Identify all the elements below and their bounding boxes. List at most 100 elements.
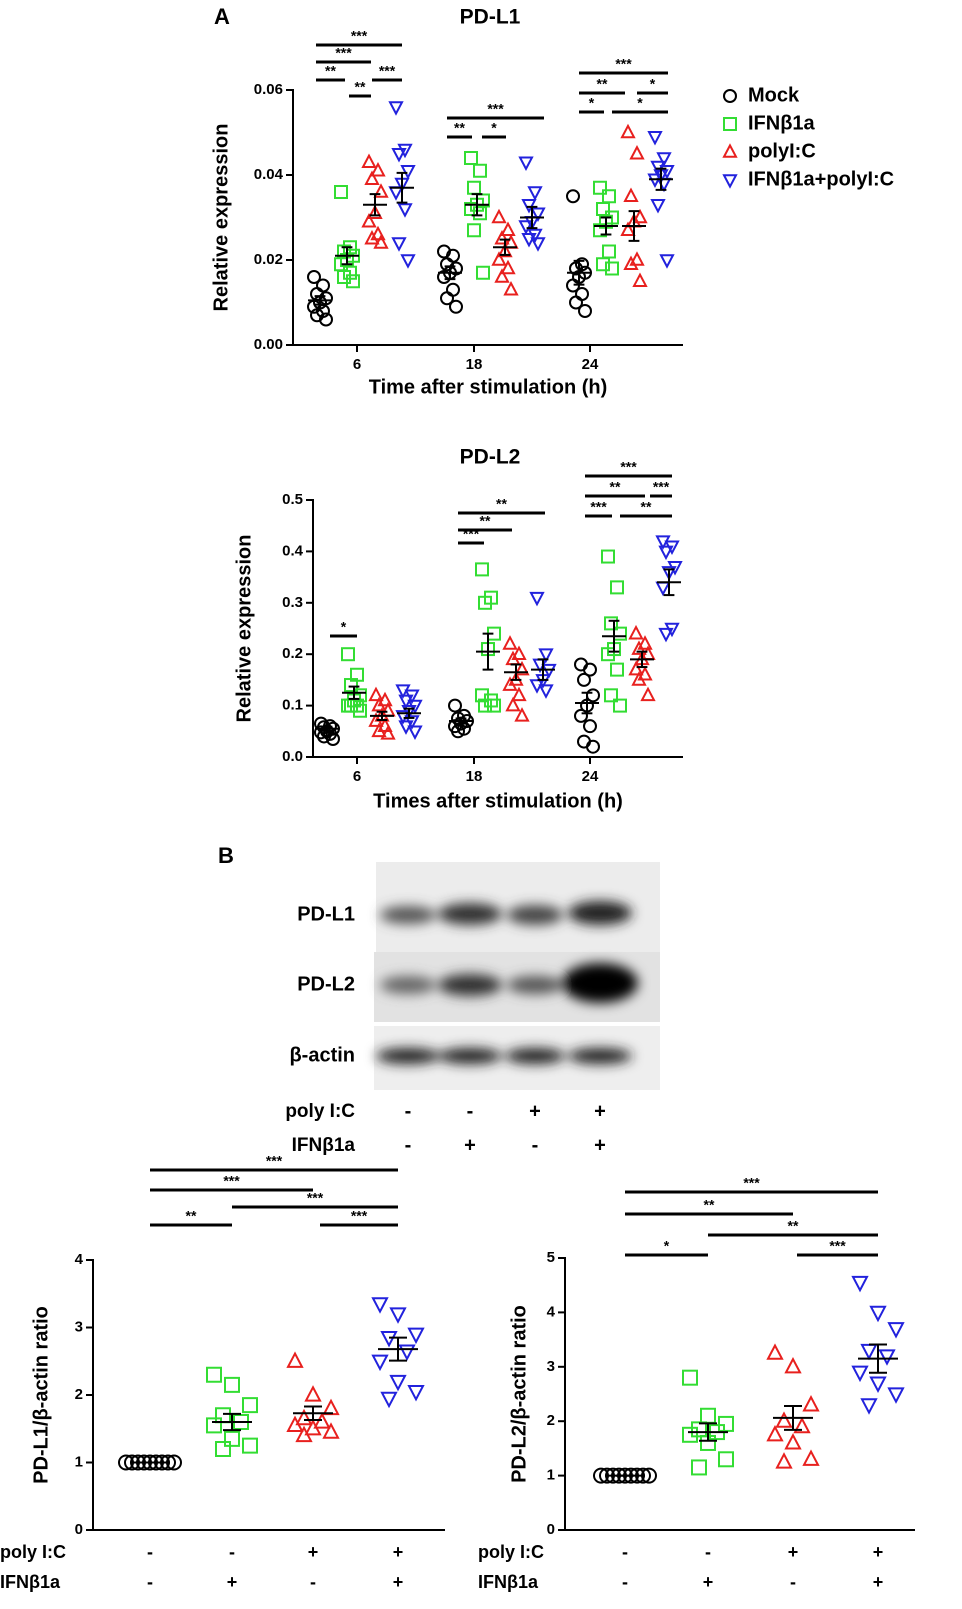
chart-title: PD-L1 (460, 6, 521, 29)
point (628, 624, 644, 640)
significance-label: ** (496, 496, 507, 512)
point (628, 660, 644, 676)
significance-label: *** (743, 1175, 760, 1191)
point (887, 1322, 905, 1339)
point (723, 89, 737, 103)
point (661, 566, 677, 581)
point (682, 1426, 698, 1443)
point (577, 734, 591, 749)
band (438, 903, 502, 925)
band (507, 905, 563, 925)
point (497, 242, 513, 258)
point (353, 703, 367, 718)
y-tick-label: 0.5 (282, 491, 303, 508)
point (629, 145, 645, 160)
point (206, 1417, 222, 1434)
point (718, 1451, 734, 1468)
point (869, 1305, 887, 1323)
point (380, 1391, 398, 1409)
point (341, 647, 355, 662)
point (656, 177, 672, 193)
condition-sign: - (622, 1572, 628, 1592)
point (583, 662, 597, 677)
significance-label: * (589, 95, 595, 111)
condition-sign: - (147, 1572, 153, 1592)
point (400, 254, 416, 269)
significance-label: *** (829, 1238, 846, 1254)
point (326, 732, 340, 747)
point (224, 1430, 240, 1447)
point (344, 678, 358, 693)
point (718, 1415, 734, 1432)
point (878, 1349, 896, 1366)
point (307, 270, 321, 284)
point (793, 1416, 811, 1434)
y-tick-label: 0.04 (254, 166, 284, 183)
point (511, 686, 527, 702)
point (361, 153, 377, 169)
point (605, 261, 619, 276)
point (766, 1343, 784, 1360)
point (295, 1425, 313, 1443)
point (491, 208, 507, 224)
point (388, 101, 404, 116)
y-tick-label: 0.0 (282, 748, 303, 765)
significance-label: *** (590, 499, 607, 515)
point (500, 221, 516, 237)
point (647, 130, 663, 146)
point (380, 725, 396, 740)
point (380, 1331, 398, 1348)
point (658, 545, 674, 561)
legend-label: Mock (748, 84, 800, 106)
significance-label: *** (653, 479, 670, 495)
point (631, 671, 647, 686)
y-axis-label: Relative expression (233, 535, 255, 723)
significance-label: *** (615, 56, 632, 72)
point (370, 162, 386, 177)
condition-name: IFNβ1a (478, 1572, 539, 1592)
point (655, 581, 671, 597)
point (700, 1407, 716, 1424)
legend-label: IFNβ1a+polyI:C (748, 168, 894, 190)
point (364, 170, 380, 186)
legend-label: IFNβ1a (748, 112, 816, 134)
point (691, 1421, 707, 1438)
point (530, 207, 546, 222)
point (656, 152, 672, 167)
significance-label: * (650, 76, 656, 92)
point (304, 1385, 322, 1402)
point (518, 220, 534, 235)
band (438, 974, 502, 996)
point (511, 645, 527, 660)
y-tick-label: 0.2 (282, 645, 303, 662)
y-tick-label: 0.06 (254, 81, 283, 98)
point (286, 1351, 304, 1368)
x-axis-label: Times after stimulation (h) (373, 790, 623, 812)
condition-sign: + (594, 1100, 606, 1122)
band (568, 901, 632, 925)
point (659, 254, 675, 269)
significance-label: ** (325, 63, 336, 79)
point (389, 1307, 407, 1324)
point (527, 186, 543, 201)
point (637, 666, 653, 681)
x-tick-label: 24 (582, 356, 599, 373)
point (518, 156, 534, 171)
y-tick-label: 2 (547, 1412, 555, 1429)
condition-sign: - (705, 1542, 711, 1562)
point (650, 198, 666, 214)
point (602, 189, 616, 204)
significance-label: ** (641, 499, 652, 515)
y-axis-label: PD-L2/β-actin ratio (508, 1305, 530, 1483)
significance-label: *** (379, 63, 396, 79)
point (658, 627, 674, 643)
band (376, 1048, 440, 1064)
significance-label: ** (597, 76, 608, 92)
point (604, 616, 618, 631)
y-tick-label: 5 (547, 1249, 555, 1266)
point (632, 208, 648, 224)
condition-sign: - (229, 1542, 235, 1562)
point (538, 648, 554, 663)
point (802, 1449, 820, 1466)
point (596, 257, 610, 272)
